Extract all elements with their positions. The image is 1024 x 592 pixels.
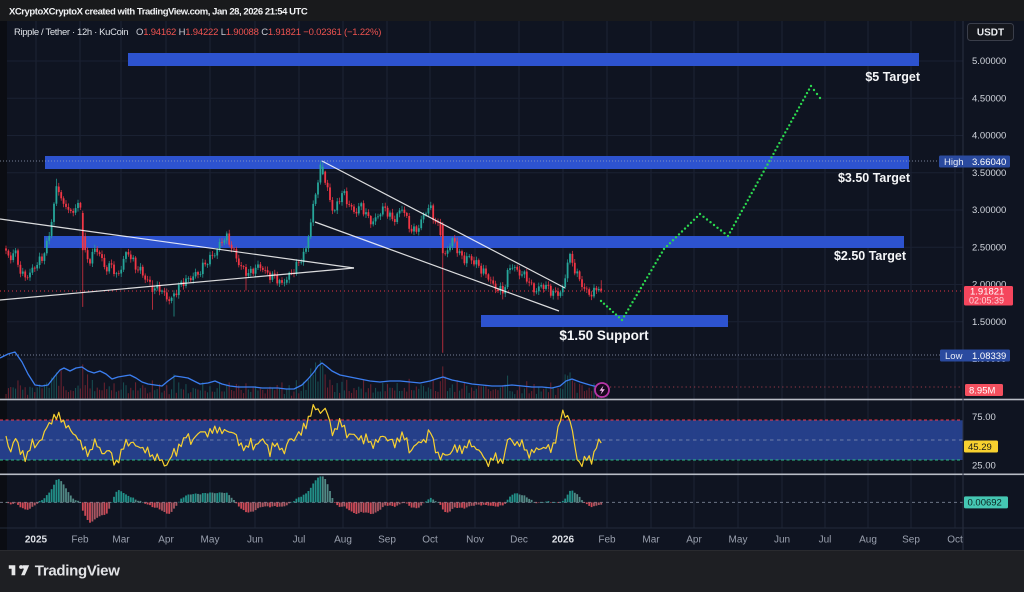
svg-text:Oct: Oct [947,535,963,546]
svg-text:Sep: Sep [902,535,920,546]
svg-text:25.00: 25.00 [972,461,996,472]
svg-text:Nov: Nov [466,535,484,546]
svg-text:2026: 2026 [552,535,575,546]
svg-text:Jun: Jun [774,535,790,546]
svg-text:XCryptoXCryptoX created with T: XCryptoXCryptoX created with TradingView… [9,7,308,18]
svg-text:Oct: Oct [422,535,438,546]
svg-text:TradingView: TradingView [35,563,120,580]
svg-text:3.66040: 3.66040 [972,157,1006,168]
svg-text:Apr: Apr [158,535,174,546]
svg-text:May: May [729,535,748,546]
svg-text:4.00000: 4.00000 [972,131,1006,142]
svg-text:$2.50 Target: $2.50 Target [834,249,907,263]
svg-text:2.50000: 2.50000 [972,242,1006,253]
svg-text:Mar: Mar [112,535,130,546]
svg-text:3.50000: 3.50000 [972,168,1006,179]
svg-text:Aug: Aug [334,535,352,546]
svg-text:1.08339: 1.08339 [972,351,1006,362]
svg-text:$5 Target: $5 Target [865,70,920,84]
svg-text:Jul: Jul [293,535,306,546]
svg-text:4.50000: 4.50000 [972,93,1006,104]
svg-text:Feb: Feb [71,535,89,546]
svg-text:May: May [201,535,220,546]
svg-text:Apr: Apr [686,535,702,546]
svg-text:Jul: Jul [819,535,832,546]
svg-text:1.50000: 1.50000 [972,317,1006,328]
svg-text:8.95M: 8.95M [969,385,995,396]
svg-text:45.29: 45.29 [968,442,992,453]
svg-text:75.00: 75.00 [972,412,996,423]
svg-text:3.00000: 3.00000 [972,205,1006,216]
svg-text:5.00000: 5.00000 [972,56,1006,67]
svg-text:02:05:39: 02:05:39 [969,296,1004,306]
svg-text:Mar: Mar [642,535,660,546]
svg-text:Ripple / Tether · 12h · KuCoin: Ripple / Tether · 12h · KuCoin [14,27,128,38]
svg-text:O1.94162 H1.94222 L1.90088 C1.: O1.94162 H1.94222 L1.90088 C1.91821 −0.0… [136,27,381,38]
svg-text:Feb: Feb [598,535,616,546]
svg-text:$1.50 Support: $1.50 Support [559,328,649,343]
svg-text:$3.50 Target: $3.50 Target [838,171,911,185]
svg-text:0.00692: 0.00692 [968,497,1002,508]
svg-text:2.00000: 2.00000 [972,280,1006,291]
svg-text:Sep: Sep [378,535,396,546]
svg-text:Dec: Dec [510,535,528,546]
svg-text:Aug: Aug [859,535,877,546]
svg-text:Jun: Jun [247,535,263,546]
svg-text:USDT: USDT [977,28,1004,39]
svg-text:High: High [944,157,964,168]
svg-text:Low: Low [945,351,963,362]
svg-text:2025: 2025 [25,535,48,546]
svg-text:1.91821: 1.91821 [970,287,1004,298]
